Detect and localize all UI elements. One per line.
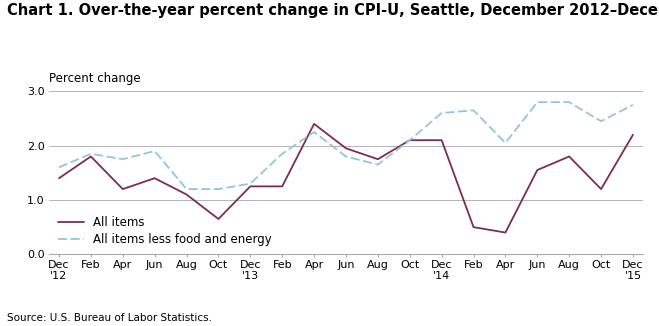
All items <box>246 185 254 188</box>
All items <box>55 176 63 180</box>
All items <box>501 230 509 234</box>
All items <box>183 193 190 197</box>
All items less food and energy <box>501 141 509 145</box>
All items <box>119 187 127 191</box>
All items <box>310 122 318 126</box>
All items less food and energy <box>119 157 127 161</box>
All items less food and energy <box>151 149 159 153</box>
Text: Chart 1. Over-the-year percent change in CPI-U, Seattle, December 2012–December : Chart 1. Over-the-year percent change in… <box>7 3 659 18</box>
All items less food and energy <box>278 152 286 156</box>
All items <box>597 187 605 191</box>
Line: All items less food and energy: All items less food and energy <box>59 102 633 189</box>
All items less food and energy <box>87 152 95 156</box>
All items <box>374 157 382 161</box>
All items less food and energy <box>374 163 382 167</box>
Legend: All items, All items less food and energy: All items, All items less food and energ… <box>55 214 274 248</box>
All items <box>533 168 541 172</box>
Line: All items: All items <box>59 124 633 232</box>
All items <box>438 138 445 142</box>
All items less food and energy <box>597 119 605 123</box>
All items less food and energy <box>342 155 350 158</box>
All items less food and energy <box>438 111 445 115</box>
All items less food and energy <box>565 100 573 104</box>
All items less food and energy <box>183 187 190 191</box>
All items <box>214 217 222 221</box>
All items less food and energy <box>533 100 541 104</box>
All items less food and energy <box>310 130 318 134</box>
All items <box>629 133 637 137</box>
All items <box>470 225 478 229</box>
All items less food and energy <box>470 108 478 112</box>
All items <box>342 146 350 150</box>
All items <box>406 138 414 142</box>
All items <box>151 176 159 180</box>
Text: Source: U.S. Bureau of Labor Statistics.: Source: U.S. Bureau of Labor Statistics. <box>7 313 212 323</box>
All items less food and energy <box>406 138 414 142</box>
All items less food and energy <box>246 182 254 185</box>
All items less food and energy <box>214 187 222 191</box>
All items less food and energy <box>55 165 63 169</box>
Text: Percent change: Percent change <box>49 72 141 85</box>
All items less food and energy <box>629 103 637 107</box>
All items <box>565 155 573 158</box>
All items <box>87 155 95 158</box>
All items <box>278 185 286 188</box>
